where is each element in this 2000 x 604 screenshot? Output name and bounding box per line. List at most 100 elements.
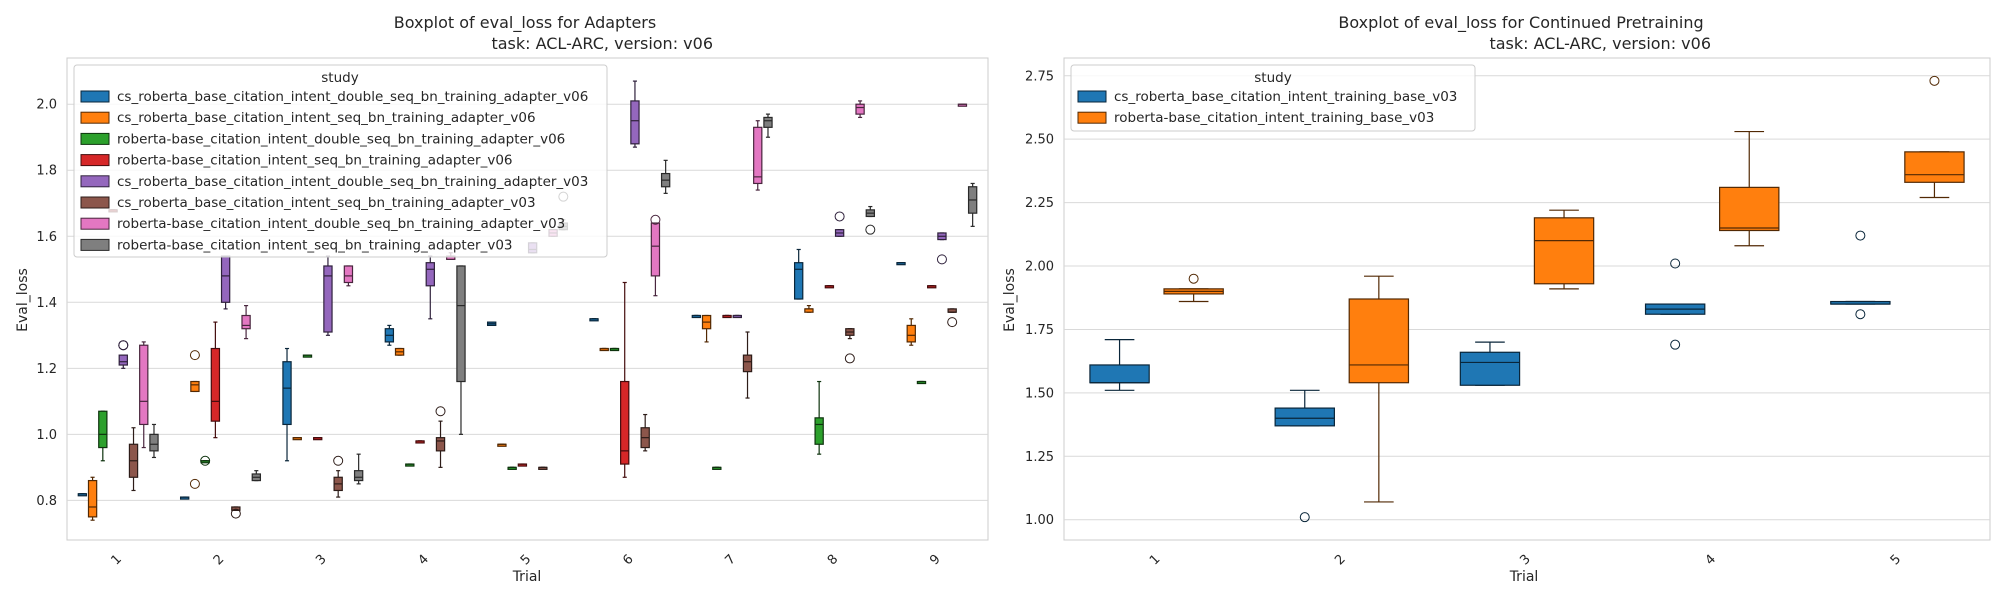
box: [1274, 407, 1335, 427]
box: [282, 361, 292, 426]
box: [763, 116, 773, 128]
box: [87, 479, 98, 518]
box: [149, 433, 159, 452]
x-tick-label: 1: [1147, 552, 1163, 568]
y-tick-label: 2.50: [1025, 133, 1054, 148]
legend-label: roberta-base_citation_intent_seq_bn_trai…: [117, 153, 513, 169]
chart-title-line1: Boxplot of eval_loss for Adapters: [394, 13, 656, 33]
legend-title: study: [1254, 70, 1291, 86]
legend-title: study: [321, 70, 358, 86]
series-group: [108, 209, 937, 478]
y-tick-label: 2.00: [1025, 260, 1054, 275]
outlier-point: [844, 353, 855, 364]
box: [753, 126, 763, 185]
box: [742, 354, 753, 373]
outlier-point: [189, 478, 200, 489]
y-tick-label: 2.75: [1025, 69, 1054, 84]
outlier-point: [1929, 75, 1940, 86]
legend-label: roberta-base_citation_intent_double_seq_…: [117, 131, 565, 147]
y-tick-label: 1.50: [1025, 386, 1054, 401]
legend-label: roberta-base_citation_intent_double_seq_…: [117, 216, 565, 232]
box: [906, 324, 916, 343]
box: [620, 380, 630, 465]
outlier-point: [189, 350, 200, 361]
box: [139, 344, 149, 426]
outlier-point: [1670, 258, 1681, 269]
legend-swatch: [80, 196, 110, 209]
box: [118, 354, 128, 366]
y-tick-label: 0.8: [36, 494, 57, 509]
y-tick-label: 2.0: [36, 98, 57, 113]
y-tick-labels: 1.00 1.25 1.50 1.75 2.00 2.25 2.50 2.75: [1025, 69, 1054, 528]
x-tick-labels: 1 2 3 4 5 6 7 8 9: [109, 552, 944, 568]
box: [650, 222, 661, 277]
legend: study cs_roberta_base_citation_intent_tr…: [1070, 64, 1476, 132]
y-tick-label: 1.6: [36, 230, 57, 245]
legend-label: cs_roberta_base_citation_intent_double_s…: [117, 174, 588, 190]
box: [343, 265, 354, 284]
y-tick-label: 1.75: [1025, 323, 1054, 338]
box: [793, 262, 804, 300]
outlier-point: [200, 455, 211, 466]
chart-adapters: 0.8 1.0 1.2 1.4 1.6 1.8 2.0 1 2 3 4 5 6 7 8 9 Boxplot …: [15, 13, 989, 585]
box: [1904, 151, 1965, 183]
box: [1719, 186, 1780, 232]
legend-swatch: [80, 217, 110, 230]
box-series: [77, 80, 978, 521]
series-group: [87, 305, 916, 521]
outlier-point: [650, 214, 661, 225]
legend-frame: [73, 64, 608, 258]
box: [190, 380, 200, 393]
series-group: [1163, 75, 1965, 503]
y-tick-label: 1.25: [1025, 450, 1054, 465]
legend-swatch: [80, 90, 110, 103]
chart-title-line2: task: ACL-ARC, version: v06: [491, 34, 713, 53]
outlier-point: [1188, 273, 1199, 284]
y-tick-label: 1.4: [36, 296, 57, 311]
x-tick-label: 8: [825, 552, 841, 568]
outlier-point: [947, 317, 958, 328]
x-tick-label: 7: [723, 552, 739, 568]
series-group: [98, 347, 927, 470]
outlier-point: [865, 224, 876, 235]
outlier-point: [118, 340, 129, 351]
legend-swatch: [80, 175, 110, 188]
legend-label: cs_roberta_base_citation_intent_training…: [1114, 89, 1457, 105]
legend-label: cs_roberta_base_citation_intent_seq_bn_t…: [117, 110, 536, 126]
x-tick-label: 9: [927, 552, 943, 568]
x-tick-label: 1: [109, 552, 125, 568]
box: [1533, 217, 1595, 285]
x-axis-label: Trial: [512, 569, 542, 585]
legend-swatch: [1077, 111, 1107, 124]
box-series: [1089, 75, 1965, 523]
outlier-point: [1855, 309, 1866, 320]
outlier-point: [435, 406, 446, 417]
legend-swatch: [1077, 90, 1107, 103]
outlier-point: [230, 508, 241, 519]
legend-swatch: [80, 111, 110, 124]
x-tick-label: 6: [620, 552, 636, 568]
box: [220, 255, 231, 303]
legend-swatch: [80, 238, 110, 251]
box: [855, 103, 865, 115]
x-tick-label: 3: [1517, 552, 1533, 568]
legend-swatch: [80, 132, 110, 145]
outlier-point: [1670, 339, 1681, 350]
x-tick-label: 4: [1703, 552, 1719, 568]
y-axis-label: Eval_loss: [1002, 268, 1018, 332]
legend-frame: [1070, 64, 1476, 132]
outlier-point: [834, 211, 845, 222]
box: [1348, 298, 1410, 384]
y-tick-label: 1.00: [1025, 513, 1054, 528]
legend: study cs_roberta_base_citation_intent_do…: [73, 64, 608, 258]
box: [1089, 364, 1150, 384]
series-group: [128, 308, 958, 519]
box: [210, 347, 221, 422]
legend-items: cs_roberta_base_citation_intent_double_s…: [80, 89, 588, 253]
box: [1459, 351, 1521, 386]
series-group: [118, 80, 947, 369]
y-tick-label: 1.2: [36, 362, 57, 377]
outlier-point: [333, 455, 344, 466]
outlier-point: [1855, 230, 1866, 241]
